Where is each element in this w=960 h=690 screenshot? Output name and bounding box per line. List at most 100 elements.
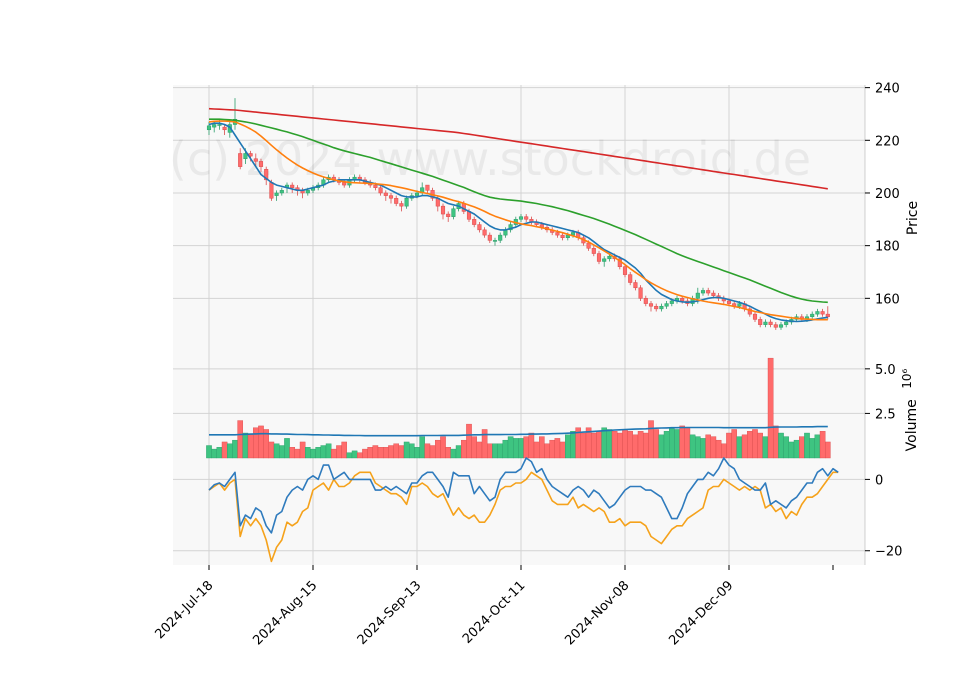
volume-bar <box>679 425 685 459</box>
candle-body <box>238 153 243 167</box>
volume-bar <box>409 443 415 459</box>
volume-bar <box>279 445 285 459</box>
volume-bar <box>252 427 259 459</box>
volume-bar <box>242 432 249 459</box>
volume-bar <box>726 432 732 459</box>
volume-bar <box>715 439 722 459</box>
volume-tick-label: 2.5 <box>875 407 896 422</box>
volume-bar <box>539 436 545 459</box>
candle-body <box>596 253 602 262</box>
volume-bar <box>226 443 233 459</box>
volume-bar <box>461 439 467 459</box>
volume-bar <box>206 445 212 459</box>
candle-body <box>669 300 674 304</box>
candle-body <box>414 192 420 196</box>
volume-bar <box>804 432 810 459</box>
volume-bar <box>341 441 348 459</box>
volume-bar <box>346 452 353 459</box>
volume-bar <box>237 420 244 459</box>
candle-body <box>243 153 248 159</box>
candle-body <box>524 216 529 220</box>
volume-bar <box>663 431 670 459</box>
volume-bar <box>819 431 826 459</box>
volume-bar <box>455 445 462 459</box>
volume-bar <box>799 436 805 459</box>
candle-body <box>388 195 394 199</box>
candle-body <box>492 240 498 242</box>
volume-bar <box>362 448 368 459</box>
volume-bar <box>325 443 332 459</box>
price-tick-label: 240 <box>875 82 900 97</box>
candle-body <box>305 190 310 194</box>
volume-bar <box>565 434 571 459</box>
candle-body <box>258 161 264 167</box>
volume-bar <box>466 423 472 459</box>
price-sma-50-line <box>209 118 828 304</box>
volume-bar <box>747 431 753 459</box>
volume-bar <box>273 443 280 459</box>
candle-body <box>212 124 217 128</box>
volume-bar <box>331 448 337 459</box>
volume-bar <box>424 443 431 459</box>
candle-body <box>700 290 706 294</box>
candle-body <box>726 300 732 304</box>
candle-body <box>768 321 773 325</box>
price-tick-label: 220 <box>875 134 900 149</box>
volume-bar <box>736 436 743 459</box>
volume-bar <box>632 434 639 459</box>
volume-bar <box>570 431 576 459</box>
volume-bars <box>206 357 831 459</box>
volume-bar <box>637 431 644 459</box>
candle-body <box>477 224 482 231</box>
candle-body <box>446 213 451 217</box>
volume-bar <box>689 434 696 459</box>
grid-lines <box>173 85 865 565</box>
volume-bar <box>299 441 306 459</box>
volume-bar <box>476 441 483 459</box>
candle-body <box>648 303 654 307</box>
candle-body <box>763 321 768 325</box>
candle-body <box>758 319 763 325</box>
price-sma-10-line <box>208 122 828 323</box>
candle-body <box>752 313 758 320</box>
volume-bar <box>383 447 389 459</box>
volume-axis-label-text: Volume <box>904 399 920 451</box>
volume-bar <box>211 448 218 459</box>
volume-bar <box>788 441 795 459</box>
candle-body <box>487 234 492 241</box>
volume-bar <box>507 436 514 459</box>
x-axis: 2024-Jul-18 2024-Aug-15 2024-Sep-13 2024-Oc… <box>152 565 834 648</box>
volume-bar <box>518 438 524 459</box>
volume-bar <box>221 441 228 459</box>
candle-body <box>518 216 524 220</box>
volume-bar <box>627 431 633 459</box>
volume-bar <box>710 436 717 459</box>
volume-bar <box>305 447 311 459</box>
volume-bar <box>487 443 493 459</box>
volume-bar <box>310 448 316 459</box>
candle-body <box>560 234 565 239</box>
candle-body <box>607 255 612 260</box>
volume-tick-label: 5.0 <box>875 363 896 378</box>
watermark: (c) 2024 www.stockdroid.de <box>169 132 811 186</box>
volume-bar <box>591 432 597 459</box>
candle-body <box>602 258 607 262</box>
candle-body <box>659 305 664 310</box>
volume-bar <box>695 436 701 459</box>
candle-body <box>654 305 659 310</box>
candle-body <box>815 311 820 315</box>
volume-bar <box>773 425 779 459</box>
candle-body <box>217 124 222 126</box>
volume-bar <box>247 434 254 459</box>
volume-bar <box>767 357 774 459</box>
volume-bar <box>674 429 680 459</box>
oscillator-panel <box>173 458 865 565</box>
candle-body <box>404 197 409 207</box>
candle-body <box>810 313 815 318</box>
volume-bar <box>414 447 420 459</box>
oscillator-tick-label: 0 <box>875 473 883 488</box>
candle-body <box>628 274 633 283</box>
volume-bar <box>497 443 504 459</box>
volume-bar <box>393 443 400 459</box>
volume-bar <box>523 436 529 459</box>
